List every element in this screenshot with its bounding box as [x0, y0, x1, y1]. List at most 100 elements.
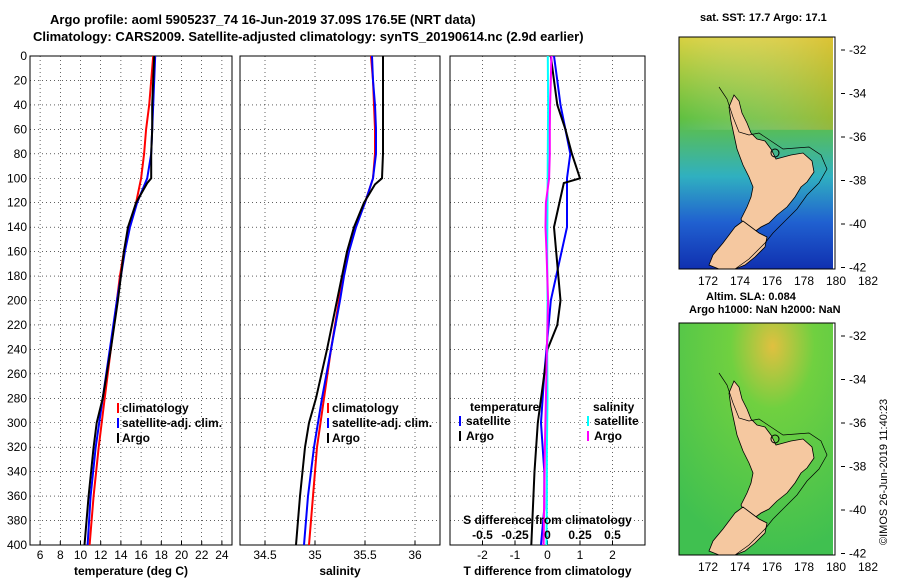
x-tick-label: -1 — [510, 548, 521, 562]
depth-contour — [718, 372, 828, 556]
south-island-landmass — [708, 220, 768, 270]
x-tick-label: 35 — [308, 548, 322, 562]
panel-salinity: 34.5 35 35.5 36 salinity climatologysatellite… — [239, 55, 441, 578]
lat-tick-label: -42 — [849, 547, 867, 561]
y-tick-label: 40 — [14, 98, 28, 112]
top-tick-label: 0.5 — [604, 528, 621, 542]
x-tick-label: 24 — [215, 548, 229, 562]
x-tick-label: 8 — [57, 548, 64, 562]
lon-tick-label: 176 — [762, 274, 782, 288]
legend-label: Argo — [466, 429, 494, 443]
argo-position-marker — [770, 148, 780, 158]
x-axis-label: salinity — [319, 564, 361, 578]
series-line-satellite-adj.-clim. — [303, 55, 377, 546]
x-tick-label: 22 — [195, 548, 209, 562]
sst-warm-overlay — [679, 37, 835, 130]
top-tick-label: 0 — [544, 528, 551, 542]
y-tick-label: 100 — [7, 171, 27, 185]
top-tick-label: -0.5 — [472, 528, 493, 542]
depth-contour — [718, 86, 828, 270]
x-tick-label: 35.5 — [353, 548, 377, 562]
lon-tick-label: 172 — [698, 560, 718, 574]
series-line-argo — [295, 56, 384, 546]
panel-temperature: 6 8 10 12 14 16 18 20 22 240204060801001201401601… — [7, 49, 233, 578]
legend-label: climatology — [332, 401, 399, 415]
series-line-argo — [83, 55, 156, 546]
legend-label: Argo — [594, 429, 622, 443]
y-tick-label: 240 — [7, 342, 27, 356]
series-line-temperature-argo — [530, 55, 582, 546]
lat-tick-label: -38 — [849, 460, 867, 474]
lon-tick-label: 182 — [858, 560, 878, 574]
lon-tick-label: 182 — [858, 274, 878, 288]
x-tick-label: 12 — [94, 548, 108, 562]
north-island-landmass — [728, 94, 815, 234]
legend-label: satellite — [594, 414, 639, 428]
y-tick-label: 160 — [7, 245, 27, 259]
chart-title-line2: Climatology: CARS2009. Satellite-adjuste… — [33, 29, 584, 44]
y-tick-label: 320 — [7, 440, 27, 454]
lat-tick-label: -36 — [849, 416, 867, 430]
x-tick-label: 16 — [134, 548, 148, 562]
sla-map-title-line1: Altim. SLA: 0.084 — [706, 291, 796, 303]
legend-label: Argo — [122, 431, 150, 445]
x-tick-label: 2 — [609, 548, 616, 562]
x-axis-label: T difference from climatology — [463, 564, 631, 578]
north-island-landmass — [728, 380, 815, 520]
y-tick-label: 220 — [7, 318, 27, 332]
lat-tick-label: -40 — [849, 217, 867, 231]
sla-map-frame — [678, 322, 836, 556]
top-axis-label: S difference from climatology — [463, 513, 632, 527]
legend-label: climatology — [122, 401, 189, 415]
axes-frame — [29, 55, 233, 546]
lon-tick-label: 178 — [794, 560, 814, 574]
x-tick-label: 6 — [37, 548, 44, 562]
legend-group-title: temperature — [470, 400, 540, 414]
axes-frame — [239, 55, 441, 546]
south-island-landmass — [708, 506, 768, 556]
y-tick-label: 80 — [14, 147, 28, 161]
y-tick-label: 60 — [14, 122, 28, 136]
y-tick-label: 280 — [7, 391, 27, 405]
no-data-region — [833, 37, 859, 269]
lat-tick-label: -34 — [849, 373, 867, 387]
x-tick-label: 0 — [544, 548, 551, 562]
y-tick-label: 260 — [7, 367, 27, 381]
top-tick-label: -0.25 — [501, 528, 529, 542]
lat-tick-label: -42 — [849, 261, 867, 275]
x-tick-label: 20 — [175, 548, 189, 562]
top-tick-label: 0.25 — [568, 528, 592, 542]
sst-map: -32 -34 -36 -38 -40 -42 172 174 176 178 180 182 — [678, 36, 878, 288]
sst-map-title: sat. SST: 17.7 Argo: 17.1 — [700, 12, 827, 24]
y-tick-label: 180 — [7, 269, 27, 283]
y-tick-label: 360 — [7, 489, 27, 503]
panel-differences: -2 -1 0 1 2 T difference from climatology S di… — [449, 55, 646, 578]
lon-tick-label: 180 — [826, 560, 846, 574]
y-tick-label: 400 — [7, 538, 27, 552]
lat-tick-label: -40 — [849, 503, 867, 517]
lon-tick-label: 178 — [794, 274, 814, 288]
x-tick-label: 36 — [408, 548, 422, 562]
y-tick-label: 0 — [20, 49, 27, 63]
sst-map-frame — [678, 36, 836, 270]
x-axis-label: temperature (deg C) — [74, 564, 188, 578]
chart-title-line1: Argo profile: aoml 5905237_74 16-Jun-201… — [50, 12, 476, 27]
legend-label: satellite-adj. clim. — [122, 416, 222, 430]
legend-group-title: salinity — [593, 400, 635, 414]
y-tick-label: 120 — [7, 196, 27, 210]
y-tick-label: 340 — [7, 465, 27, 479]
series-line-satellite-adj.-clim. — [86, 55, 157, 546]
lon-tick-label: 174 — [730, 274, 750, 288]
lat-tick-label: -34 — [849, 87, 867, 101]
y-tick-label: 20 — [14, 73, 28, 87]
no-data-region — [833, 323, 859, 555]
legend-label: Argo — [332, 431, 360, 445]
x-tick-label: 14 — [114, 548, 128, 562]
legend-label: satellite-adj. clim. — [332, 416, 432, 430]
y-tick-label: 380 — [7, 514, 27, 528]
y-tick-label: 140 — [7, 220, 27, 234]
lat-tick-label: -32 — [849, 329, 867, 343]
x-tick-label: 1 — [577, 548, 584, 562]
y-tick-label: 300 — [7, 416, 27, 430]
